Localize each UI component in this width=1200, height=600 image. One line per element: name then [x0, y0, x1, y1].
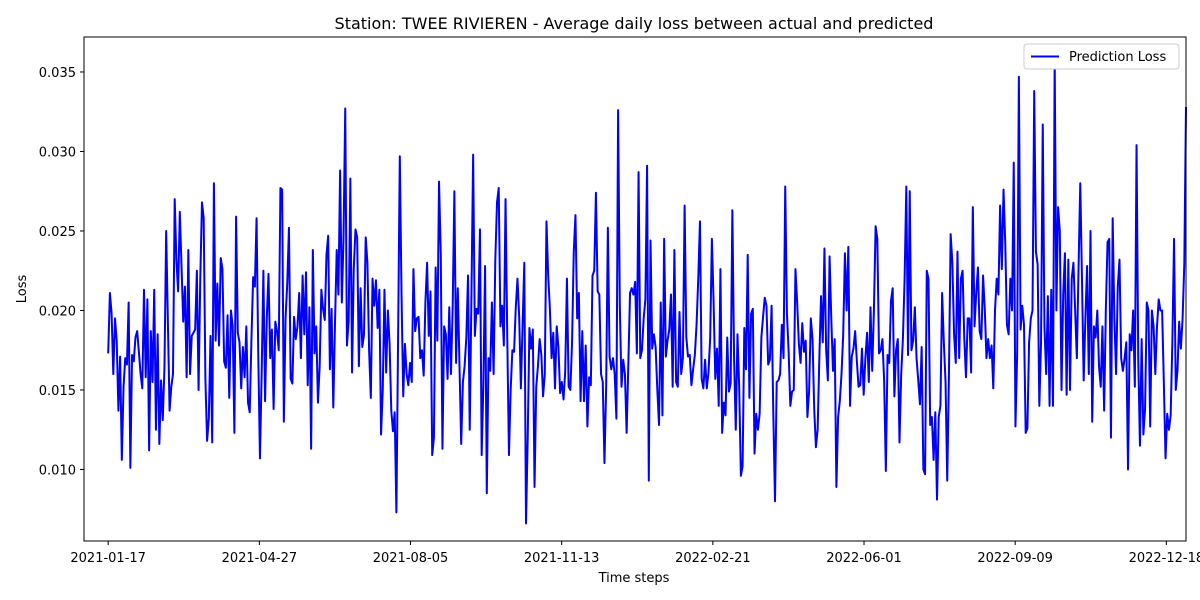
- x-tick-label: 2021-01-17: [70, 551, 146, 566]
- x-tick-label: 2022-09-09: [977, 551, 1053, 566]
- legend-label: Prediction Loss: [1069, 50, 1166, 65]
- x-tick-label: 2022-02-21: [675, 551, 751, 566]
- x-tick-label: 2022-06-01: [826, 551, 902, 566]
- y-tick-label: 0.025: [39, 225, 76, 240]
- y-tick-label: 0.030: [39, 145, 76, 160]
- legend-box: [1023, 43, 1180, 70]
- y-tick-label: 0.015: [39, 384, 76, 399]
- x-tick-label: 2021-11-13: [524, 551, 600, 566]
- y-tick-label: 0.035: [39, 66, 76, 81]
- x-axis-label: Time steps: [598, 571, 670, 586]
- x-tick-label: 2021-08-05: [373, 551, 449, 566]
- legend: Prediction Loss: [1023, 43, 1180, 70]
- y-tick-label: 0.010: [39, 463, 76, 478]
- y-axis-ticks: 0.010 0.015 0.020 0.025 0.030 0.035: [39, 66, 84, 478]
- y-axis-label: Loss: [15, 275, 30, 304]
- plot-frame: [83, 36, 1187, 542]
- series-layer: [107, 58, 1187, 525]
- y-tick-label: 0.020: [39, 304, 76, 319]
- x-axis-ticks: 2021-01-17 2021-04-27 2021-08-05 2021-11-13…: [70, 541, 1200, 566]
- x-tick-label: 2022-12-18: [1129, 551, 1200, 566]
- chart-title: Station: TWEE RIVIEREN - Average daily l…: [335, 14, 934, 33]
- series-line-prediction-loss: [107, 58, 1187, 525]
- x-tick-label: 2021-04-27: [222, 551, 298, 566]
